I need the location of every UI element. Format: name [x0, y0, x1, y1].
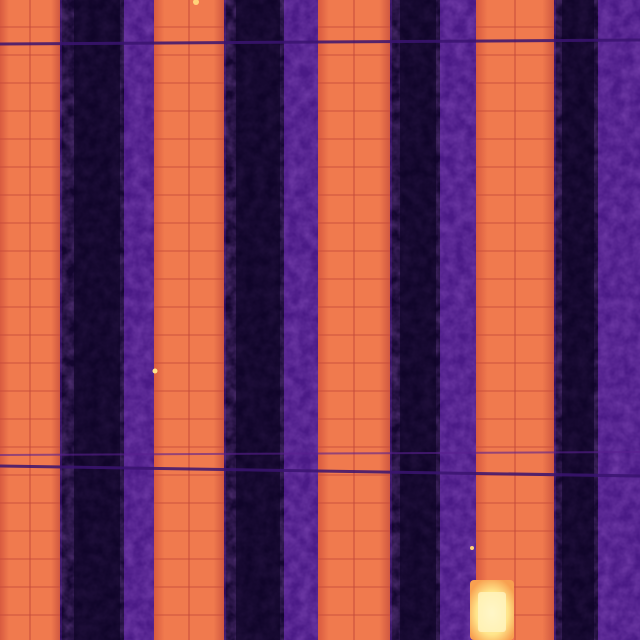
- panel-row: [154, 0, 224, 640]
- module-gaps-faint: [0, 451, 640, 456]
- panel-row: [476, 0, 554, 640]
- panel-row: [0, 0, 60, 640]
- panel-row: [318, 0, 390, 640]
- shadow-core: [74, 0, 594, 640]
- module-gaps: [0, 38, 640, 478]
- panel-rows: [0, 0, 554, 640]
- hotspot: [470, 580, 514, 640]
- warm-specks: [152, 0, 474, 550]
